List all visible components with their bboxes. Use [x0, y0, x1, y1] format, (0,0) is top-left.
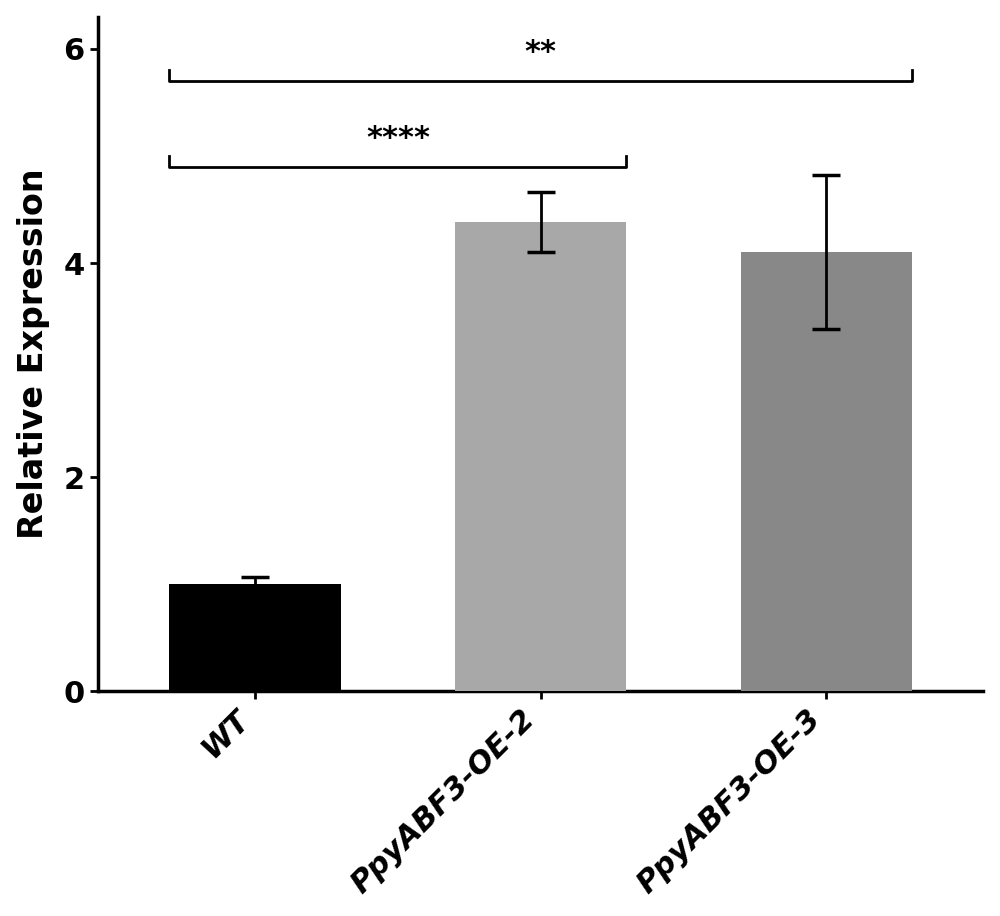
- Text: **: **: [525, 38, 557, 67]
- Bar: [169, 584, 341, 692]
- Text: ****: ****: [366, 124, 430, 153]
- Bar: [455, 223, 626, 692]
- Y-axis label: Relative Expression: Relative Expression: [17, 169, 50, 540]
- Bar: [741, 252, 912, 692]
